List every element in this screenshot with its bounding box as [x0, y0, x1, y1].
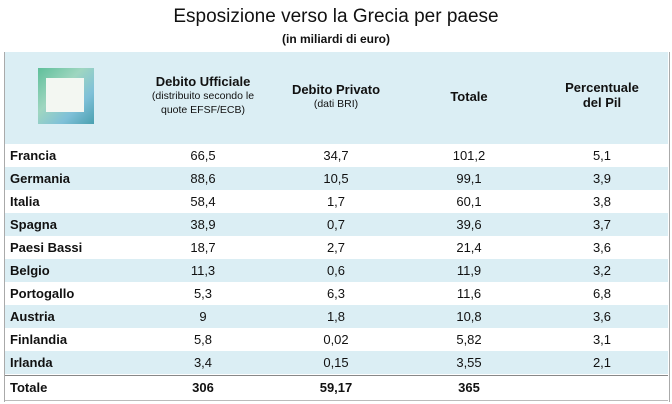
table-cell: 3,2 [592, 263, 612, 278]
table-cell: 3,55 [456, 355, 482, 370]
table-cell: 1,7 [326, 194, 346, 209]
header-title: Debito Privato [291, 82, 381, 97]
table-cell: 2,7 [326, 240, 346, 255]
table-cell: 11,6 [456, 286, 482, 301]
row-label: Germania [10, 171, 70, 186]
table-cell: 1,8 [326, 309, 346, 324]
header-title: Percentuale del Pil [565, 80, 639, 110]
table-cell: 3,6 [592, 240, 612, 255]
table-cell: 0,7 [326, 217, 346, 232]
table-cell: 21,4 [456, 240, 482, 255]
row-label: Belgio [10, 263, 50, 278]
header-note: (dati BRI) [313, 98, 359, 110]
table-cell: 66,5 [190, 148, 216, 163]
table-cell: 39,6 [456, 217, 482, 232]
table-cell: 5,8 [193, 332, 213, 347]
subtitle: (in miliardi di euro) [281, 32, 390, 46]
separator [5, 400, 668, 401]
row-label: Irlanda [10, 355, 53, 370]
table-cell: 101,2 [452, 148, 486, 163]
table-cell: 11,9 [456, 263, 482, 278]
row-background [5, 213, 668, 236]
header-note: (distribuito secondo le quote EFSF/ECB) [151, 90, 255, 116]
table-cell: 60,1 [456, 194, 482, 209]
table-cell: 38,9 [190, 217, 216, 232]
table-cell: 3,9 [592, 171, 612, 186]
table-cell: 5,1 [592, 148, 612, 163]
row-label: Totale [10, 380, 48, 395]
row-label: Austria [10, 309, 55, 324]
table-cell: 5,3 [193, 286, 213, 301]
table-frame [4, 52, 670, 402]
header-background [5, 52, 668, 144]
row-label: Finlandia [10, 332, 68, 347]
row-background [5, 305, 668, 328]
table-cell: 3,1 [592, 332, 612, 347]
table-cell: 3,4 [193, 355, 213, 370]
table-cell: 3,7 [592, 217, 612, 232]
row-background [5, 259, 668, 282]
row-background [5, 351, 668, 374]
table-cell: 0,02 [323, 332, 349, 347]
row-label: Italia [10, 194, 40, 209]
table-cell: 0,6 [326, 263, 346, 278]
logo-inner [46, 78, 84, 112]
table-cell: 88,6 [190, 171, 216, 186]
table-cell: 306 [192, 380, 214, 395]
table-cell: 58,4 [190, 194, 216, 209]
header-cell: Debito Ufficiale (distribuito secondo le… [138, 74, 268, 117]
table-cell: 3,8 [592, 194, 612, 209]
row-label: Portogallo [10, 286, 75, 301]
table-cell: 59,17 [319, 380, 353, 395]
table-cell: 6,3 [326, 286, 346, 301]
header-title: Totale [450, 89, 488, 104]
row-label: Paesi Bassi [10, 240, 83, 255]
header-cell: Debito Privato (dati BRI) [271, 82, 401, 111]
table-cell: 11,3 [190, 263, 216, 278]
header-cell: Totale [409, 89, 529, 104]
table-cell: 0,15 [323, 355, 349, 370]
table-cell: 10,8 [456, 309, 482, 324]
table-cell: 10,5 [323, 171, 349, 186]
table-cell: 3,6 [592, 309, 612, 324]
table-cell: 2,1 [592, 355, 612, 370]
header-title: Debito Ufficiale [155, 74, 251, 89]
table-cell: 6,8 [592, 286, 612, 301]
table-cell: 9 [199, 309, 207, 324]
title: Esposizione verso la Grecia per paese [173, 6, 499, 27]
row-label: Francia [10, 148, 57, 163]
row-background [5, 167, 668, 190]
table-cell: 99,1 [456, 171, 482, 186]
separator [5, 375, 668, 376]
table-cell: 5,82 [456, 332, 482, 347]
table-cell: 18,7 [190, 240, 216, 255]
table-cell: 365 [458, 380, 480, 395]
header-cell: Percentuale del Pil [562, 80, 642, 110]
row-label: Spagna [10, 217, 57, 232]
table-cell: 34,7 [323, 148, 349, 163]
